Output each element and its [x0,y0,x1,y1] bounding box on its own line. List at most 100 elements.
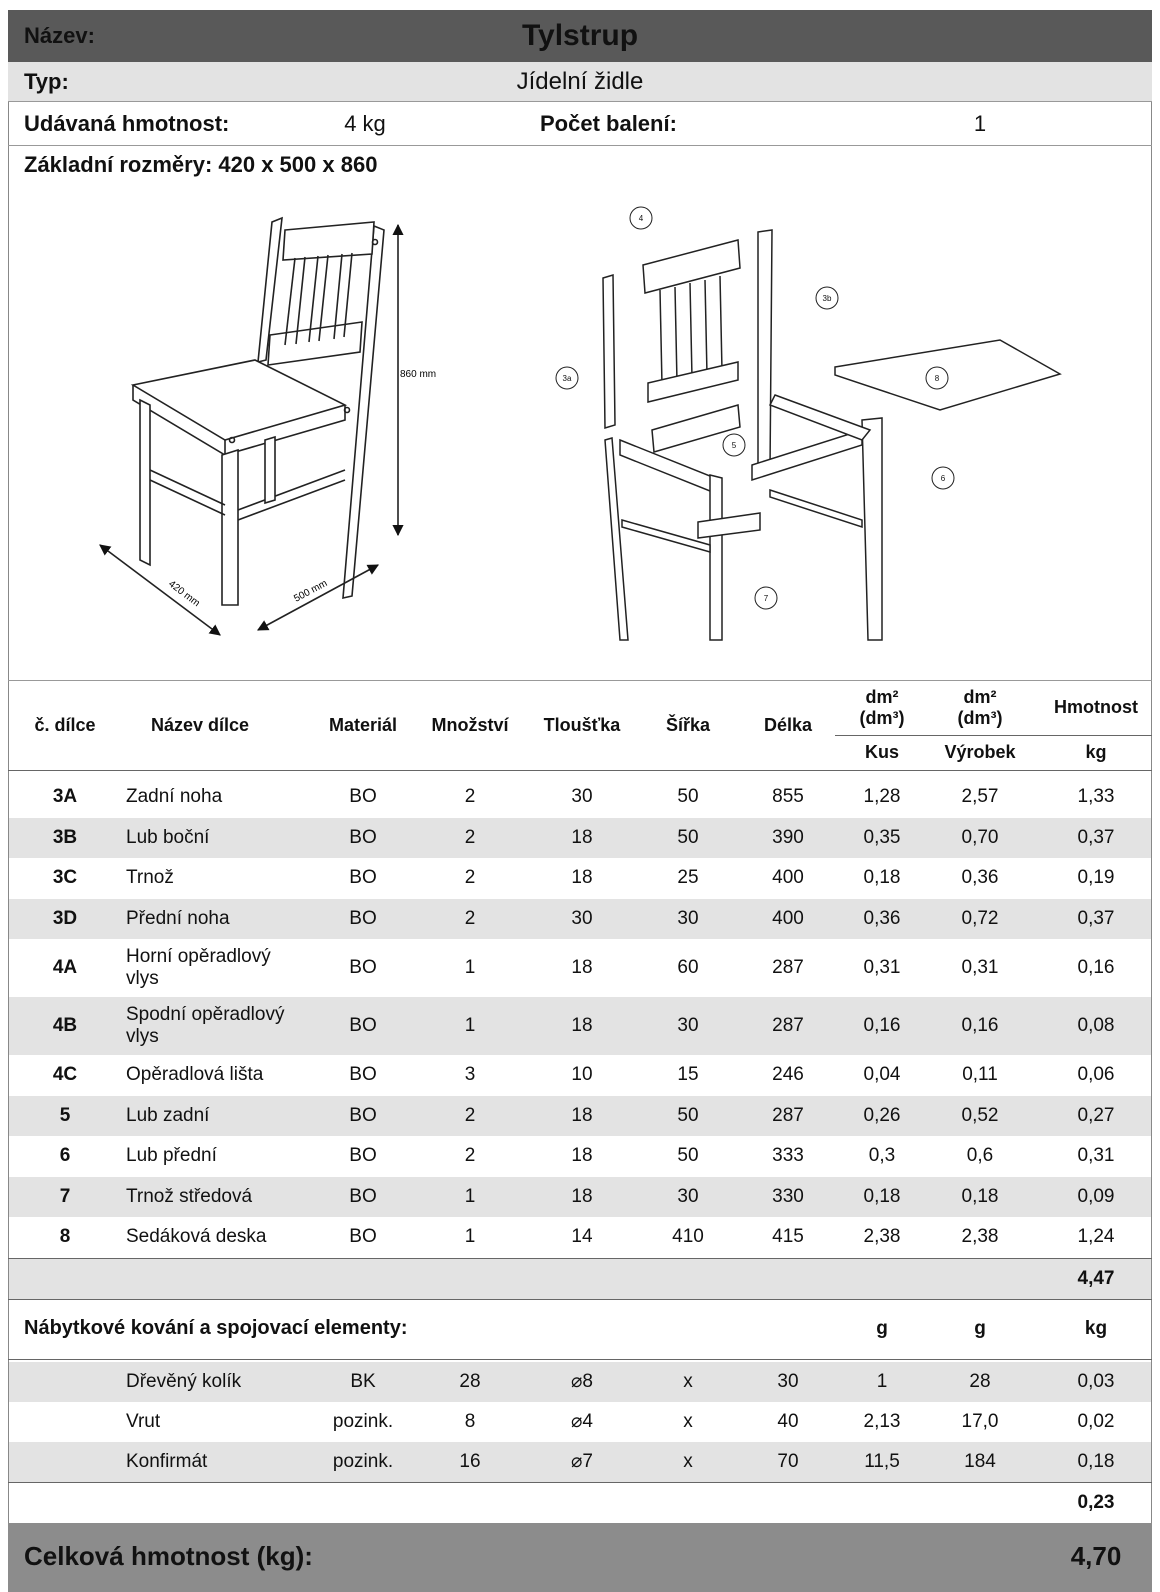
part-id: 3B [52,826,78,848]
dimensions: Základní rozměry: 420 x 500 x 860 [24,152,378,178]
cell: 30 [677,1015,699,1037]
cell: 1 [464,957,476,979]
cell: BO [349,786,377,808]
cell: 1,28 [863,786,901,808]
cell: BO [349,1226,377,1248]
cell: 30 [677,1185,699,1207]
cell: 0,6 [966,1145,994,1167]
cell: 70 [777,1450,799,1472]
row-shade [9,1176,1151,1217]
cell: Vrut [126,1410,161,1432]
cell: 60 [677,957,699,979]
cell: 184 [964,1450,996,1472]
part-id: 3C [52,867,78,889]
cell: 1 [876,1370,888,1392]
cell: 0,18 [1077,1450,1115,1472]
rule [8,1298,1152,1300]
unit: g [974,1317,986,1339]
row-shade [9,1361,1151,1402]
part-id: 7 [59,1185,71,1207]
cell: 400 [772,867,804,889]
cell: 50 [677,1145,699,1167]
row-shade [9,898,1151,939]
cell: ⌀7 [570,1450,593,1472]
callout-label: 3b [823,294,832,303]
cell: 0,37 [1077,907,1115,929]
cell: 17,0 [961,1410,999,1432]
cell: 10 [571,1064,593,1086]
cell: 0,02 [1077,1410,1115,1432]
cell: Trnož středová [126,1185,253,1207]
part-id: 3A [52,786,78,808]
cell: 0,31 [1077,1145,1115,1167]
column-header: Název dílce [150,714,250,735]
callout-label: 4 [639,214,644,223]
callout-circle [754,586,778,610]
callout-circle [722,433,746,457]
unit: kg [1084,1317,1108,1339]
cell: 330 [772,1185,804,1207]
cell: 0,72 [961,907,999,929]
callout-circle [629,206,653,230]
row-shade [9,997,1151,1055]
cell: 18 [571,1185,593,1207]
cell: 2 [464,907,476,929]
cell: Lub zadní [126,1104,210,1126]
cell: Lub boční [126,826,210,848]
column-header: Délka [763,714,813,735]
cell: 410 [672,1226,704,1248]
callout-circle [555,366,579,390]
total-value: 4,70 [1070,1541,1122,1572]
column-header: dm² (dm³) [859,686,905,728]
cell: 8 [464,1410,476,1432]
cell: 0,16 [863,1015,901,1037]
packages-value: 1 [973,110,987,136]
cell: 0,09 [1077,1185,1115,1207]
cell: 50 [677,826,699,848]
callout-label: 3a [563,374,572,383]
cell: 0,03 [1077,1370,1115,1392]
cell: 400 [772,907,804,929]
weight-value: 4 kg [344,110,386,136]
callout-circle [815,286,839,310]
part-id: 4A [52,957,78,979]
column-subheader: Výrobek [944,742,1016,763]
cell: 2 [464,786,476,808]
title-bar [8,10,1152,62]
cell: Trnož [126,867,174,889]
cell: 0,16 [1077,957,1115,979]
cell: 2 [464,1145,476,1167]
part-id: 5 [59,1104,71,1126]
hardware-title: Nábytkové kování a spojovací elementy: [24,1317,408,1339]
cell: 855 [772,786,804,808]
unit: g [876,1317,888,1339]
cell: 287 [772,957,804,979]
rule [8,680,1152,681]
cell: 2 [464,867,476,889]
cell: 0,36 [961,867,999,889]
column-subheader: kg [1085,742,1107,763]
row-shade [9,817,1151,858]
cell: BO [349,1145,377,1167]
chair-drawing [99,216,404,636]
cell: x [683,1450,693,1472]
cell: pozink. [332,1450,394,1472]
cell: 28 [969,1370,991,1392]
cell: 0,11 [962,1064,998,1086]
cell: 0,18 [961,1185,999,1207]
row-shade [9,1095,1151,1136]
cell: 1 [464,1015,476,1037]
cell: Přední noha [126,907,230,929]
cell: 0,16 [961,1015,999,1037]
cell: Opěradlová lišta [126,1064,264,1086]
cell: 28 [459,1370,481,1392]
rule [8,145,1152,146]
callout-label: 5 [732,441,737,450]
subtotal: 0,23 [1077,1491,1115,1513]
total-bar [8,1522,1152,1592]
cell: 2,57 [961,786,999,808]
cell: 40 [777,1410,799,1432]
cell: BO [349,826,377,848]
cell: 0,19 [1077,867,1115,889]
